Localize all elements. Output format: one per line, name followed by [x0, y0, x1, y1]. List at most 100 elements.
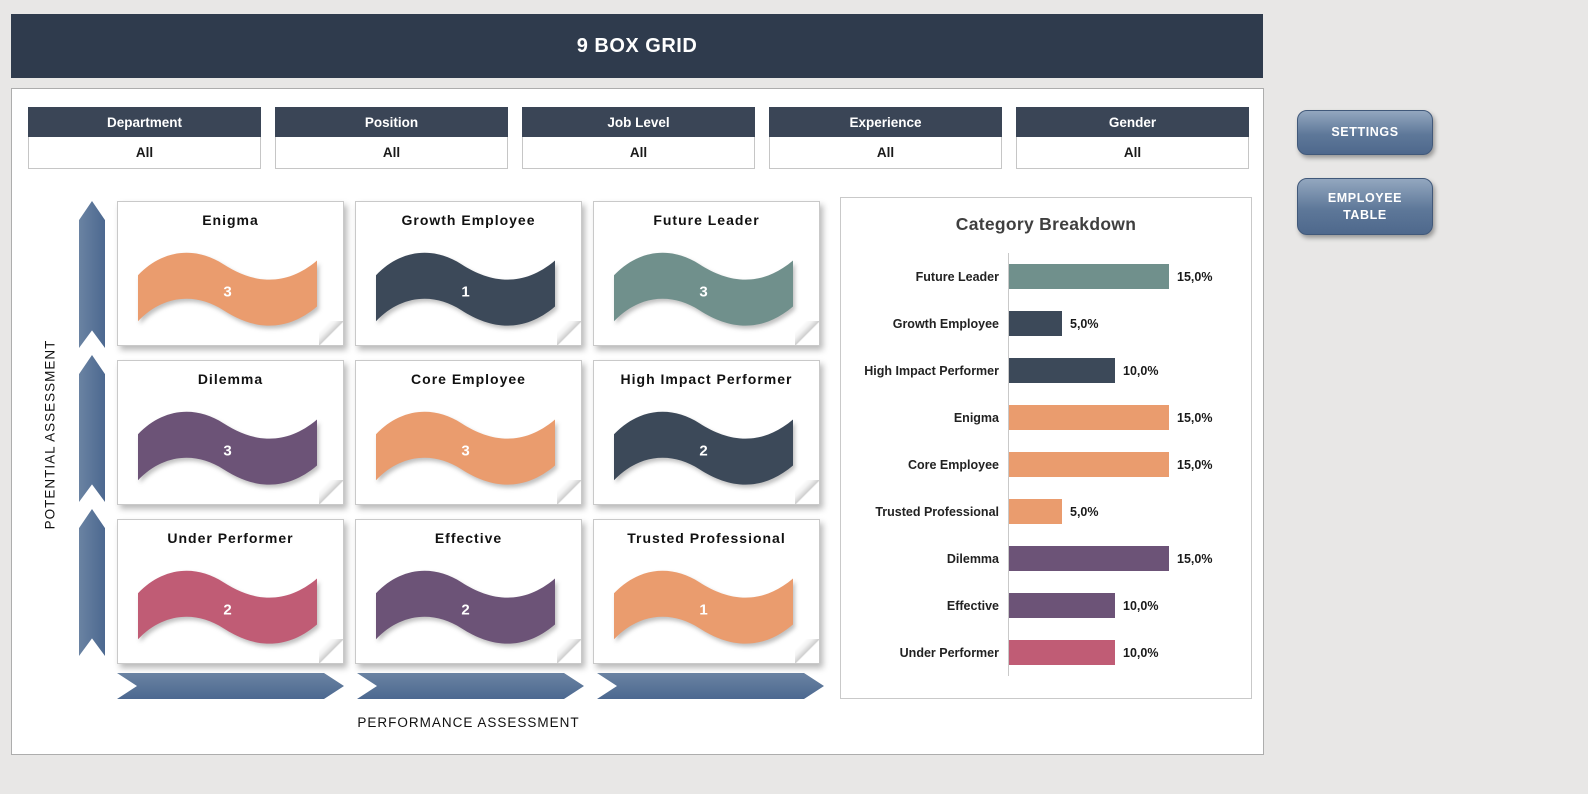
bar-value: 10,0% — [1123, 363, 1159, 378]
bar-row: Under Performer 10,0% — [841, 629, 1241, 676]
bar-value: 15,0% — [1177, 269, 1213, 284]
grid-cell-effective: Effective 2 — [355, 519, 582, 664]
x-axis-label: PERFORMANCE ASSESSMENT — [357, 715, 580, 730]
bar-row: High Impact Performer 10,0% — [841, 347, 1241, 394]
chart-axis-line — [1008, 253, 1009, 676]
filter-department: Department All — [28, 107, 261, 169]
grid-cell-future-leader: Future Leader 3 — [593, 201, 820, 346]
filter-job-level-label: Job Level — [522, 107, 755, 137]
cell-count: 1 — [699, 601, 708, 619]
wave-ribbon-icon: 2 — [614, 403, 793, 495]
grid-cell-growth-employee: Growth Employee 1 — [355, 201, 582, 346]
bar-value: 15,0% — [1177, 457, 1213, 472]
grid-cell-dilemma: Dilemma 3 — [117, 360, 344, 505]
bar — [1008, 499, 1062, 524]
nine-box-grid: Enigma 3 Growth Employee 1 Future Leader… — [117, 201, 820, 664]
bar — [1008, 640, 1115, 665]
filter-gender: Gender All — [1016, 107, 1249, 169]
bar-row: Future Leader 15,0% — [841, 253, 1241, 300]
grid-cell-enigma: Enigma 3 — [117, 201, 344, 346]
cell-count: 3 — [223, 442, 232, 460]
cell-title: Effective — [434, 530, 503, 546]
cell-title: Enigma — [202, 212, 259, 228]
wave-ribbon-icon: 3 — [138, 403, 317, 495]
up-arrow-icon — [79, 355, 105, 502]
page-fold-icon — [557, 639, 581, 663]
wave-ribbon-icon: 2 — [138, 562, 317, 654]
bar-value: 5,0% — [1070, 504, 1099, 519]
cell-count: 3 — [461, 442, 470, 460]
page-fold-icon — [319, 639, 343, 663]
filter-position: Position All — [275, 107, 508, 169]
bar — [1008, 452, 1169, 477]
filter-department-value[interactable]: All — [28, 137, 261, 169]
cell-title: Dilemma — [197, 371, 264, 387]
page-fold-icon — [557, 321, 581, 345]
filter-experience-value[interactable]: All — [769, 137, 1002, 169]
cell-count: 3 — [223, 283, 232, 301]
page-fold-icon — [319, 321, 343, 345]
cell-count: 2 — [223, 601, 232, 619]
bar-label: High Impact Performer — [864, 363, 999, 378]
bar-label: Trusted Professional — [875, 504, 999, 519]
filter-row: Department All Position All Job Level Al… — [28, 107, 1249, 169]
bar — [1008, 405, 1169, 430]
performance-axis-arrows — [117, 673, 824, 699]
filter-job-level-value[interactable]: All — [522, 137, 755, 169]
grid-cell-under-performer: Under Performer 2 — [117, 519, 344, 664]
filter-experience-label: Experience — [769, 107, 1002, 137]
potential-axis-arrows — [79, 201, 105, 656]
dashboard-panel: Department All Position All Job Level Al… — [11, 88, 1264, 755]
bar-row: Effective 10,0% — [841, 582, 1241, 629]
cell-title: Growth Employee — [401, 212, 536, 228]
cell-title: Future Leader — [653, 212, 760, 228]
bar — [1008, 593, 1115, 618]
bar-value: 15,0% — [1177, 551, 1213, 566]
filter-experience: Experience All — [769, 107, 1002, 169]
cell-count: 1 — [461, 283, 470, 301]
grid-cell-high-impact-performer: High Impact Performer 2 — [593, 360, 820, 505]
up-arrow-icon — [79, 201, 105, 348]
y-axis-label-text: POTENTIAL ASSESSMENT — [42, 339, 58, 529]
wave-ribbon-icon: 1 — [614, 562, 793, 654]
wave-ribbon-icon: 3 — [138, 244, 317, 336]
page-fold-icon — [557, 480, 581, 504]
wave-ribbon-icon: 2 — [376, 562, 555, 654]
bar-row: Enigma 15,0% — [841, 394, 1241, 441]
bar-row: Core Employee 15,0% — [841, 441, 1241, 488]
filter-gender-label: Gender — [1016, 107, 1249, 137]
page-fold-icon — [795, 321, 819, 345]
cell-count: 3 — [699, 283, 708, 301]
title-bar: 9 BOX GRID — [11, 14, 1263, 78]
page-fold-icon — [319, 480, 343, 504]
category-breakdown-panel: Category Breakdown Future Leader 15,0% G… — [840, 197, 1252, 699]
y-axis-label: POTENTIAL ASSESSMENT — [38, 201, 62, 667]
filter-department-label: Department — [28, 107, 261, 137]
breakdown-title: Category Breakdown — [955, 214, 1137, 234]
wave-ribbon-icon: 1 — [376, 244, 555, 336]
cell-count: 2 — [461, 601, 470, 619]
bar-value: 10,0% — [1123, 598, 1159, 613]
cell-title: Trusted Professional — [627, 530, 786, 546]
bar — [1008, 311, 1062, 336]
bar-label: Under Performer — [899, 645, 999, 660]
employee-table-button[interactable]: EMPLOYEE TABLE — [1297, 178, 1433, 235]
page-fold-icon — [795, 639, 819, 663]
bar-label: Growth Employee — [892, 316, 999, 331]
filter-gender-value[interactable]: All — [1016, 137, 1249, 169]
bar-label: Dilemma — [946, 551, 999, 566]
bar-label: Future Leader — [915, 269, 999, 284]
right-arrow-icon — [357, 673, 584, 699]
page-fold-icon — [795, 480, 819, 504]
up-arrow-icon — [79, 509, 105, 656]
bar-value: 5,0% — [1070, 316, 1099, 331]
cell-title: Core Employee — [411, 371, 526, 387]
filter-position-value[interactable]: All — [275, 137, 508, 169]
cell-title: Under Performer — [167, 530, 294, 546]
wave-ribbon-icon: 3 — [376, 403, 555, 495]
filter-position-label: Position — [275, 107, 508, 137]
bar-label: Effective — [946, 598, 999, 613]
cell-title: High Impact Performer — [620, 371, 793, 387]
wave-ribbon-icon: 3 — [614, 244, 793, 336]
settings-button[interactable]: SETTINGS — [1297, 110, 1433, 155]
